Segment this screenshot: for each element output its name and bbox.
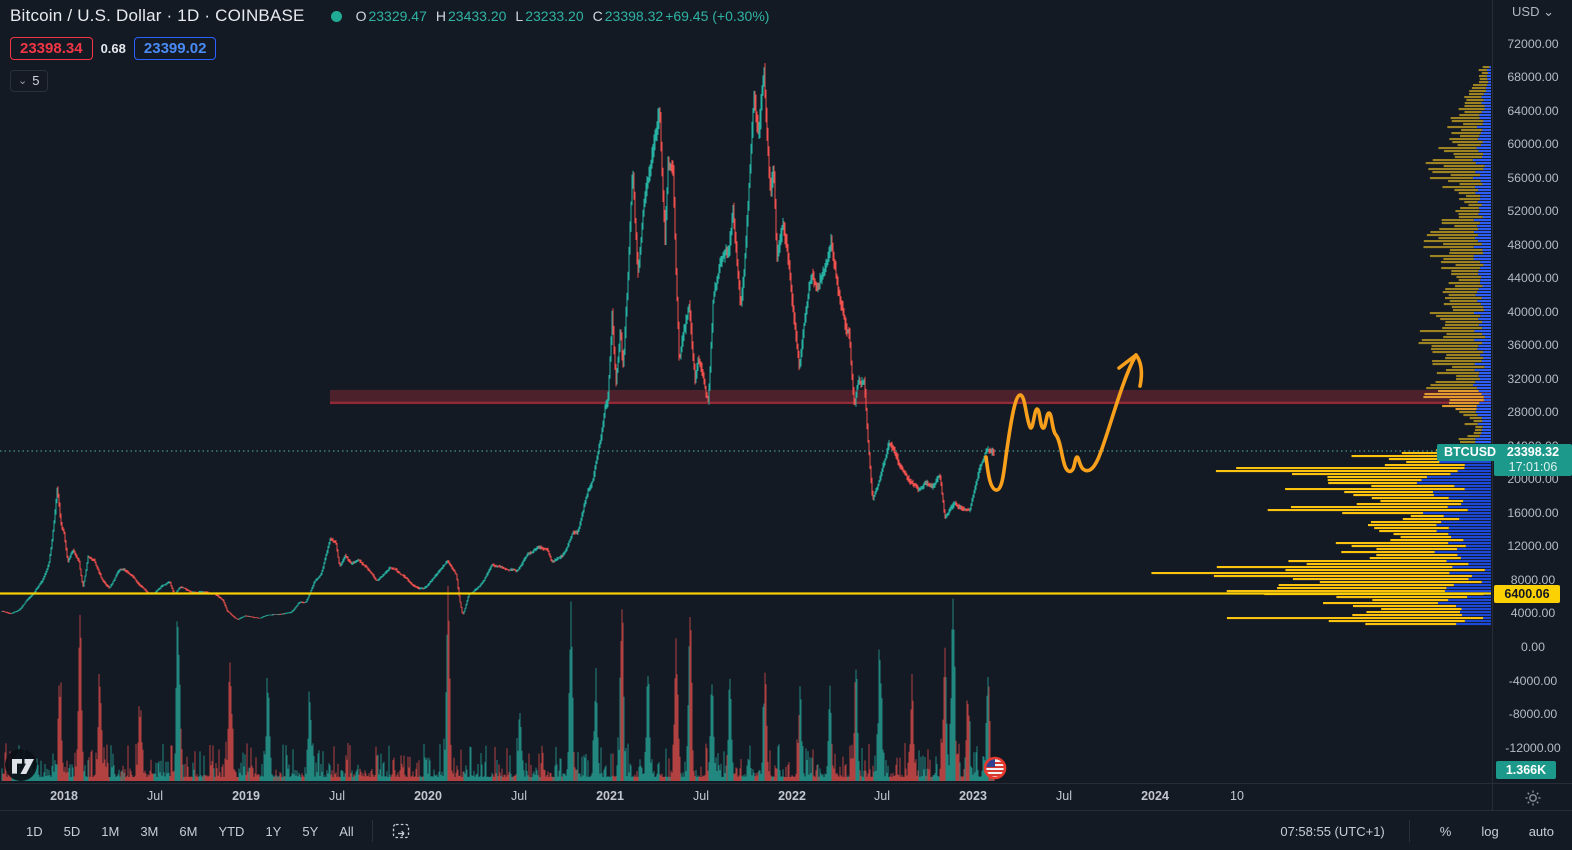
volume-histogram (1, 585, 995, 781)
time-axis-label: 2019 (232, 789, 260, 803)
price-tick: -4000.00 (1508, 673, 1558, 688)
open-label: O (355, 8, 367, 24)
change-value: +69.45 (+0.30%) (665, 8, 770, 24)
time-axis-label: Jul (693, 789, 709, 803)
yellow-horizontal-line-drawing[interactable] (0, 592, 1491, 595)
market-status-dot (330, 10, 342, 22)
projection-arrow-drawing[interactable] (984, 353, 1144, 492)
price-tick: 56000.00 (1507, 170, 1559, 185)
price-tick: -12000.00 (1505, 740, 1561, 755)
price-tick: 12000.00 (1507, 539, 1559, 554)
price-tick: 48000.00 (1507, 237, 1559, 252)
time-axis-label: Jul (511, 789, 527, 803)
currency-selector[interactable]: USD ⌄ (1512, 4, 1554, 19)
object-tree-toggle[interactable]: ⌄ 5 (10, 70, 49, 92)
resistance-zone-drawing[interactable] (330, 389, 1491, 405)
close-value: 23398.32 (604, 8, 664, 24)
go-to-date-icon[interactable] (391, 821, 411, 841)
range-button-6m[interactable]: 6M (179, 823, 198, 839)
time-axis-label: 2024 (1141, 789, 1169, 803)
price-tick: 16000.00 (1507, 505, 1559, 520)
main-chart-canvas[interactable] (0, 0, 1492, 783)
open-value: 23329.47 (368, 8, 427, 24)
toolbar-divider (371, 820, 373, 842)
time-axis[interactable]: 2018 Jul 2019 Jul 2020 Jul 2021 Jul 2022 Jul 2023 J… (0, 783, 1492, 811)
range-button-ytd[interactable]: YTD (218, 823, 245, 839)
bar-countdown: 17:01:06 (1508, 460, 1558, 474)
candlestick-series (1, 63, 995, 620)
sell-price-button[interactable]: 23398.34 (10, 36, 93, 60)
session-clock[interactable]: 07:58:55 (UTC+1) (1280, 823, 1385, 839)
price-axis[interactable]: USD ⌄ 72000.00 68000.00 64000.00 60000.00 56… (1492, 0, 1572, 810)
ohlc-values: O 23329.47 H 23433.20 L 23233.20 C 23398… (356, 8, 770, 24)
time-axis-label: 2021 (596, 789, 624, 803)
high-value: 23433.20 (448, 8, 507, 24)
price-tick: 4000.00 (1510, 606, 1556, 621)
low-value: 23233.20 (525, 8, 584, 24)
date-range-buttons: 1D 5D 1M 3M 6M YTD 1Y 5Y All (26, 824, 354, 839)
range-button-1d[interactable]: 1D (26, 823, 43, 839)
price-tick: 68000.00 (1507, 70, 1559, 85)
symbol-title[interactable]: Bitcoin / U.S. Dollar · 1D · COINBASE (10, 6, 305, 25)
last-price-axis-label: 23398.32 17:01:06 (1494, 444, 1572, 476)
economic-event-flag-icon[interactable] (983, 756, 1007, 780)
yellow-line-axis-label: 6400.06 (1494, 585, 1560, 603)
range-button-1m[interactable]: 1M (101, 823, 120, 839)
high-label: H (435, 8, 447, 24)
range-button-5d[interactable]: 5D (63, 823, 81, 839)
toolbar-divider (1408, 820, 1410, 842)
last-price-value: 23398.32 (1506, 445, 1560, 459)
price-tick: 72000.00 (1507, 36, 1559, 51)
time-axis-label: Jul (1056, 789, 1072, 803)
price-tick: 28000.00 (1507, 405, 1559, 420)
volume-axis-label: 1.366K (1496, 761, 1556, 779)
time-axis-label: 2023 (959, 789, 987, 803)
volume-profile (1418, 66, 1491, 447)
log-scale-toggle[interactable]: log (1481, 823, 1499, 839)
auto-scale-toggle[interactable]: auto (1528, 823, 1554, 839)
time-axis-label: 2022 (778, 789, 806, 803)
price-tick: 36000.00 (1507, 338, 1559, 353)
range-button-1y[interactable]: 1Y (265, 823, 282, 839)
close-label: C (592, 8, 603, 24)
price-tick: 8000.00 (1510, 572, 1556, 587)
price-tick: 64000.00 (1507, 103, 1559, 118)
percent-scale-toggle[interactable]: % (1439, 823, 1452, 839)
low-label: L (515, 8, 524, 24)
time-axis-label: Jul (329, 789, 345, 803)
object-count: 5 (32, 73, 40, 88)
chart-legend: Bitcoin / U.S. Dollar · 1D · COINBASE O … (10, 5, 769, 92)
price-tick: 0.00 (1521, 640, 1545, 654)
spread-value: 0.68 (100, 40, 126, 56)
time-axis-label: 2020 (414, 789, 442, 803)
price-tick: 32000.00 (1507, 371, 1559, 386)
range-button-5y[interactable]: 5Y (302, 823, 319, 839)
axis-settings-corner[interactable] (1492, 783, 1572, 811)
buy-price-button[interactable]: 23399.02 (133, 36, 217, 60)
price-tick: 52000.00 (1507, 204, 1559, 219)
price-tick: 40000.00 (1507, 304, 1559, 319)
price-tick: 60000.00 (1507, 137, 1559, 152)
time-axis-label: Jul (147, 789, 163, 803)
chevron-down-icon: ⌄ (18, 75, 28, 87)
bottom-toolbar: 1D 5D 1M 3M 6M YTD 1Y 5Y All 07:58:55 (UTC+1) % … (0, 810, 1572, 850)
time-axis-label: 10 (1230, 789, 1244, 803)
range-button-3m[interactable]: 3M (140, 823, 159, 839)
range-button-all[interactable]: All (339, 823, 354, 839)
time-axis-label: 2018 (50, 789, 78, 803)
price-tick: -8000.00 (1508, 707, 1558, 721)
volume-profile (1151, 449, 1491, 626)
tradingview-logo-icon[interactable] (5, 749, 37, 781)
theme-sun-icon[interactable] (1524, 789, 1542, 807)
price-tick: 44000.00 (1507, 271, 1559, 286)
symbol-price-tag: BTCUSD (1437, 444, 1504, 461)
time-axis-label: Jul (874, 789, 890, 803)
